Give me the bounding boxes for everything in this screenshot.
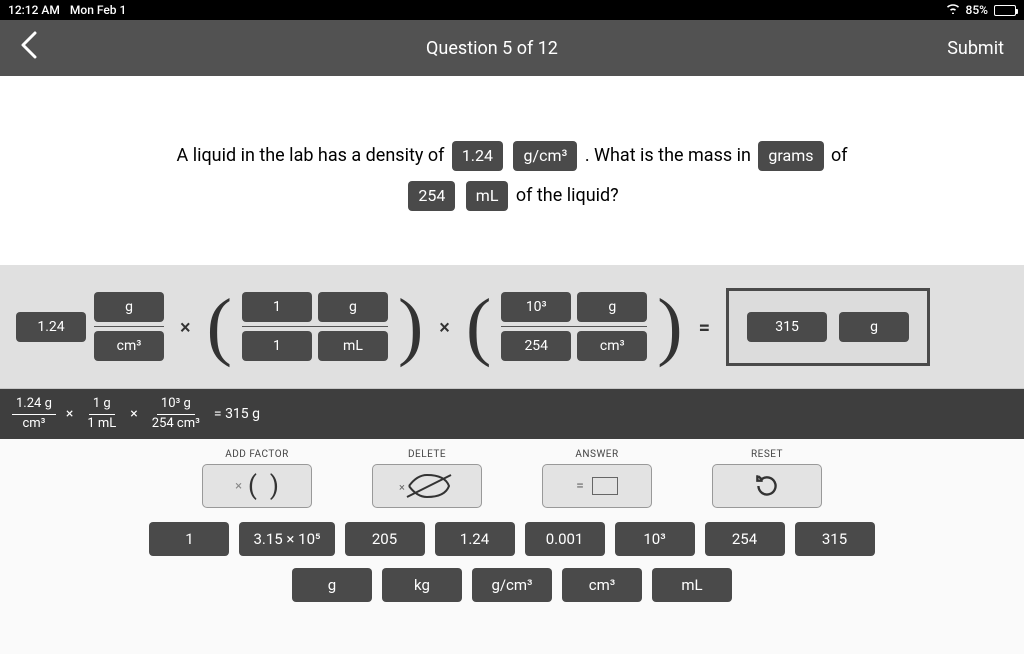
work-area: 1.24 g cm³ × ( 1 g 1 mL ) × ( 10³ g bbox=[0, 265, 1024, 389]
equation-summary: 1.24 gcm³ × 1 g1 mL × 10³ g254 cm³ = 315… bbox=[0, 389, 1024, 439]
status-bar: 12:12 AM Mon Feb 1 85% bbox=[0, 0, 1024, 20]
equals-op: = bbox=[693, 315, 716, 339]
reset-label: RESET bbox=[751, 449, 783, 460]
f1-numerator[interactable]: g bbox=[94, 292, 164, 322]
chip-volume-val: 254 bbox=[408, 181, 455, 211]
answer-button[interactable]: = bbox=[542, 464, 652, 508]
answer-label: ANSWER bbox=[575, 449, 618, 460]
chip-density-val: 1.24 bbox=[452, 141, 503, 171]
answer-box[interactable]: 315 g bbox=[726, 288, 930, 366]
question-counter: Question 5 of 12 bbox=[50, 38, 934, 59]
question-text: A liquid in the lab has a density of 1.2… bbox=[0, 76, 1024, 265]
battery-pct: 85% bbox=[966, 3, 988, 17]
close-paren: ) bbox=[398, 296, 423, 357]
unit-tile[interactable]: kg bbox=[382, 568, 462, 602]
f1-denominator[interactable]: cm³ bbox=[94, 331, 164, 361]
f2-num2[interactable]: g bbox=[318, 292, 388, 322]
chip-density-unit: g/cm³ bbox=[513, 141, 577, 171]
submit-button[interactable]: Submit bbox=[934, 38, 1004, 59]
number-tile[interactable]: 1 bbox=[149, 522, 229, 556]
add-factor-label: ADD FACTOR bbox=[225, 449, 289, 460]
delete-button[interactable]: × bbox=[372, 464, 482, 508]
multiply-op: × bbox=[174, 315, 197, 339]
answer-unit[interactable]: g bbox=[839, 312, 909, 342]
battery-icon bbox=[994, 5, 1016, 16]
f3-num1[interactable]: 10³ bbox=[501, 292, 571, 322]
f2-den1[interactable]: 1 bbox=[242, 331, 312, 361]
factor-2[interactable]: 1 g 1 mL bbox=[242, 292, 388, 361]
f3-num2[interactable]: g bbox=[577, 292, 647, 322]
number-tile[interactable]: 254 bbox=[705, 522, 785, 556]
unit-tile[interactable]: mL bbox=[652, 568, 732, 602]
f3-den1[interactable]: 254 bbox=[501, 331, 571, 361]
back-button[interactable] bbox=[20, 31, 50, 66]
add-factor-button[interactable]: ×( ) bbox=[202, 464, 312, 508]
multiply-op: × bbox=[433, 315, 456, 339]
answer-value[interactable]: 315 bbox=[747, 312, 827, 342]
svg-text:×: × bbox=[399, 481, 405, 494]
number-tile[interactable]: 205 bbox=[345, 522, 425, 556]
factor-3[interactable]: 10³ g 254 cm³ bbox=[501, 292, 647, 361]
unit-tiles: gkg g/cm³ cm³ mL bbox=[0, 568, 1024, 602]
chip-target-unit: grams bbox=[758, 141, 823, 171]
f2-den2[interactable]: mL bbox=[318, 331, 388, 361]
number-tile[interactable]: 3.15 × 10⁵ bbox=[239, 522, 334, 556]
open-paren: ( bbox=[466, 296, 491, 357]
number-tile[interactable]: 0.001 bbox=[525, 522, 605, 556]
number-tiles: 1 3.15 × 10⁵ 205 1.24 0.001 10³ 254 315 bbox=[0, 522, 1024, 556]
number-tile[interactable]: 10³ bbox=[615, 522, 695, 556]
status-date: Mon Feb 1 bbox=[70, 3, 126, 17]
delete-label: DELETE bbox=[408, 449, 446, 460]
wifi-icon bbox=[946, 3, 960, 17]
status-time: 12:12 AM bbox=[8, 3, 60, 17]
controls-panel: ADD FACTOR ×( ) DELETE × ANSWER = RESET … bbox=[0, 439, 1024, 618]
f3-den2[interactable]: cm³ bbox=[577, 331, 647, 361]
unit-tile[interactable]: g bbox=[292, 568, 372, 602]
number-tile[interactable]: 315 bbox=[795, 522, 875, 556]
f2-num1[interactable]: 1 bbox=[242, 292, 312, 322]
reset-button[interactable] bbox=[712, 464, 822, 508]
factor-1[interactable]: 1.24 g cm³ bbox=[16, 292, 164, 361]
app-header: Question 5 of 12 Submit bbox=[0, 20, 1024, 76]
unit-tile[interactable]: g/cm³ bbox=[472, 568, 552, 602]
close-paren: ) bbox=[657, 296, 682, 357]
number-tile[interactable]: 1.24 bbox=[435, 522, 515, 556]
chip-volume-unit: mL bbox=[466, 181, 509, 211]
f1-coeff[interactable]: 1.24 bbox=[16, 312, 86, 342]
unit-tile[interactable]: cm³ bbox=[562, 568, 642, 602]
open-paren: ( bbox=[207, 296, 232, 357]
